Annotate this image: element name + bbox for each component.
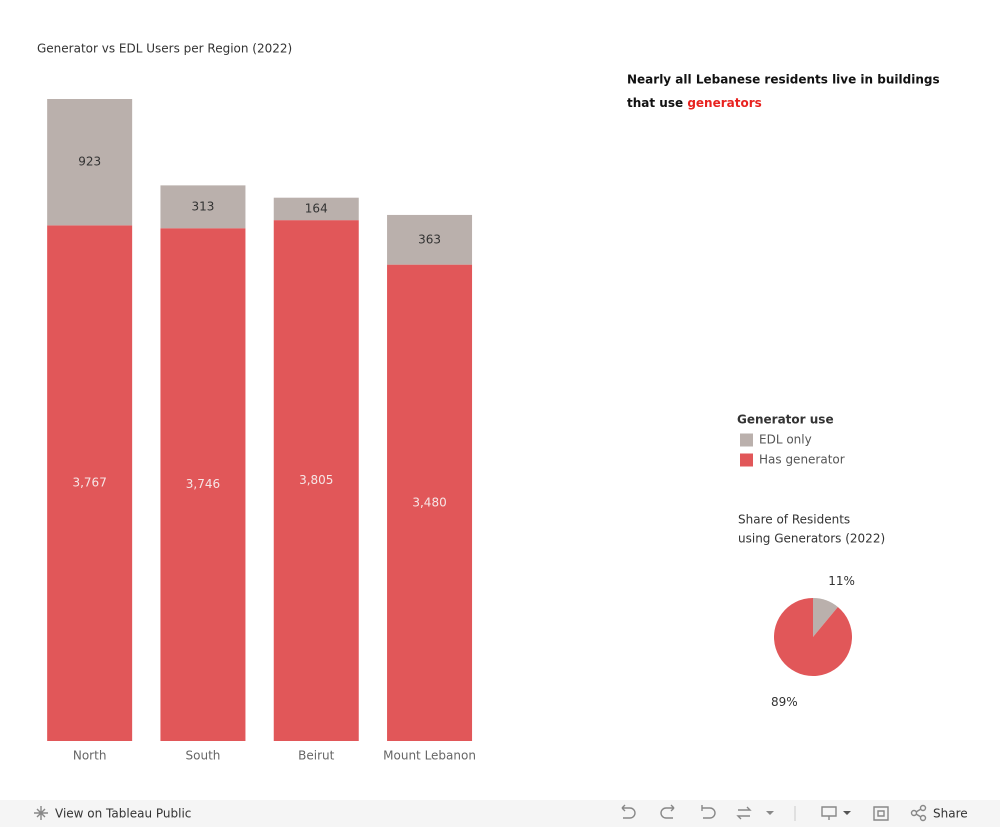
pie-title: using Generators (2022) [738, 532, 885, 546]
data-label: 3,805 [299, 473, 333, 487]
data-label: 363 [418, 232, 441, 246]
share-button[interactable]: Share [933, 807, 968, 821]
headline-highlight: generators [687, 96, 761, 110]
data-label: 313 [191, 199, 214, 213]
legend-swatch [740, 453, 753, 467]
legend-label: Has generator [759, 453, 845, 467]
pie-title: Share of Residents [738, 513, 850, 527]
data-label: 3,480 [412, 495, 446, 509]
data-label: 923 [78, 155, 101, 169]
x-tick-label: Mount Lebanon [383, 749, 476, 763]
tableau-icon[interactable] [34, 806, 48, 820]
bar-segment [387, 264, 473, 741]
legend-title: Generator use [737, 413, 834, 427]
legend-swatch [740, 433, 753, 447]
bar-segment [273, 197, 359, 221]
headline-text: that use [627, 96, 683, 110]
data-label: 3,746 [186, 477, 220, 491]
bar-segment [47, 225, 133, 742]
bar-segment [387, 214, 473, 265]
bar-segment [160, 228, 246, 742]
pie-slice [774, 598, 853, 677]
chart-title: Generator vs EDL Users per Region (2022) [37, 42, 292, 56]
pie-slice [813, 598, 838, 637]
bar-segment [273, 220, 359, 741]
undo-redo-icons[interactable] [621, 804, 927, 822]
data-label: 3,767 [72, 476, 106, 490]
x-tick-label: North [73, 749, 107, 763]
pie-label: 11% [828, 574, 855, 588]
toolbar [0, 800, 1000, 827]
bar-segment [47, 99, 133, 226]
data-label: 164 [305, 201, 328, 215]
view-link[interactable]: View on Tableau Public [55, 807, 191, 821]
x-tick-label: South [186, 749, 221, 763]
pie-label: 89% [771, 695, 798, 709]
headline: Nearly all Lebanese residents live in bu… [627, 73, 940, 87]
headline: that use generators [627, 96, 762, 110]
x-tick-label: Beirut [298, 749, 334, 763]
legend-label: EDL only [759, 433, 812, 447]
bar-segment [160, 185, 246, 229]
